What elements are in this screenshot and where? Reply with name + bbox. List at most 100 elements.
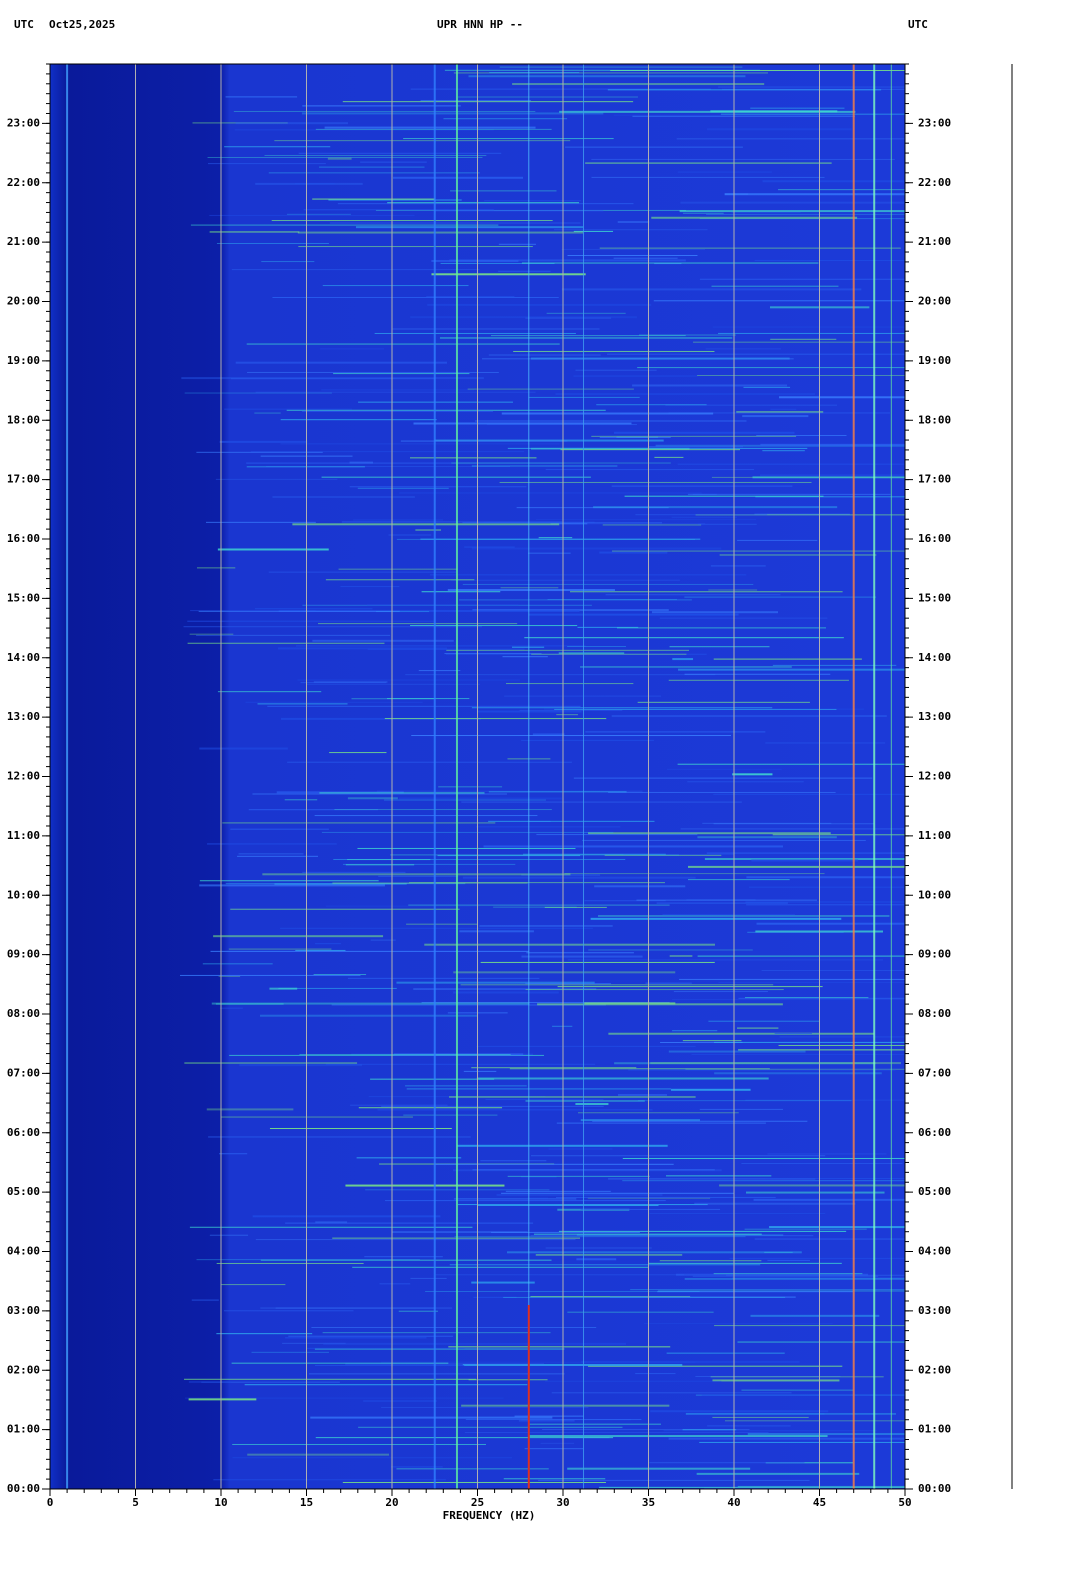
spectrogram-streak — [453, 991, 559, 994]
spectrogram-streak — [278, 987, 397, 989]
spectrogram-streak — [741, 1389, 854, 1391]
spectrogram-streak — [599, 247, 901, 249]
y-tick-label: 05:00 — [918, 1185, 951, 1198]
spectrogram-streak — [692, 1275, 879, 1277]
spectrogram-streak — [535, 519, 757, 521]
spectrogram-streak — [524, 637, 844, 639]
spectrogram-streak — [699, 1441, 905, 1443]
spectrogram-streak — [742, 415, 809, 418]
spectrogram-streak — [332, 882, 528, 884]
x-tick-label: 35 — [642, 1496, 655, 1509]
spectrogram-streak — [351, 698, 435, 700]
spectrogram-streak — [519, 709, 623, 711]
spectrogram-streak — [471, 707, 773, 709]
spectrogram-streak — [196, 634, 391, 636]
spectrogram-streak — [599, 1486, 905, 1488]
spectrogram-streak — [650, 1410, 829, 1413]
spectrogram-streak — [196, 451, 323, 453]
spectrogram-streak — [503, 1478, 606, 1480]
spectrogram-streak — [684, 673, 831, 675]
spectrogram-streak — [192, 122, 288, 124]
spectrogram-streak — [266, 465, 510, 467]
spectrogram-streak — [333, 858, 626, 860]
spectrogram-streak — [215, 1003, 284, 1005]
spectrogram-streak — [648, 446, 744, 448]
spectrogram-streak — [575, 369, 657, 371]
spectrogram-streak — [713, 1273, 863, 1275]
spectrogram-streak — [230, 828, 329, 830]
spectrogram-streak — [654, 456, 684, 458]
spectrogram-streak — [222, 822, 496, 824]
y-tick-label: 23:00 — [918, 116, 951, 129]
spectrogram-streak — [444, 69, 761, 71]
spectrogram-streak — [347, 797, 398, 800]
y-tick-label: 22:00 — [7, 176, 40, 189]
spectrogram-streak — [384, 799, 546, 801]
spectrogram-streak — [577, 1112, 739, 1114]
y-tick-label: 14:00 — [7, 651, 40, 664]
spectrogram-streak — [250, 451, 525, 453]
spectrogram-streak — [684, 596, 877, 598]
spectrogram-streak — [582, 839, 866, 841]
x-tick-label: 10 — [214, 1496, 227, 1509]
y-tick-label: 01:00 — [7, 1423, 40, 1436]
spectrogram-streak — [313, 681, 388, 683]
spectrogram-streak — [219, 440, 308, 443]
spectrogram-streak — [695, 514, 905, 516]
spectrogram-streak — [677, 763, 905, 765]
spectrogram-streak — [711, 285, 839, 287]
spectrogram-streak — [281, 717, 481, 720]
spectrogram-streak — [323, 1342, 627, 1345]
spectrogram-streak — [223, 1310, 354, 1312]
spectrogram-streak — [347, 977, 540, 979]
spectrogram-streak — [260, 1307, 453, 1309]
spectrogram-streak — [558, 1230, 847, 1232]
spectrogram-streak — [668, 1050, 806, 1053]
spectrogram-streak — [215, 478, 338, 480]
spectrogram-streak — [761, 970, 905, 972]
y-tick-label: 09:00 — [918, 948, 951, 961]
spectrogram-streak — [540, 1442, 575, 1444]
spectrogram-streak — [189, 1226, 473, 1228]
spectrogram-streak — [230, 378, 435, 380]
spectrogram-streak — [202, 963, 273, 965]
spectrogram-streak — [556, 1196, 776, 1198]
spectrogram-streak — [623, 853, 734, 855]
spectrogram-streak — [649, 1213, 826, 1215]
spectrogram-streak — [499, 66, 743, 68]
spectrogram-streak — [315, 1221, 348, 1224]
spectrogram-streak — [713, 823, 875, 825]
spectrogram-streak — [659, 1260, 762, 1262]
spectrogram-streak — [745, 1099, 905, 1101]
spectrogram-streak — [654, 263, 682, 265]
spectrogram-streak — [257, 703, 348, 705]
spectrogram-streak — [677, 463, 905, 465]
spectrogram-streak — [232, 1443, 486, 1445]
spectrogram-streak — [231, 269, 480, 271]
spectrogram-streak — [453, 1198, 577, 1200]
spectrogram-streak — [731, 212, 801, 214]
spectrogram-streak — [321, 389, 475, 391]
spectrogram-streak — [550, 523, 588, 525]
spectrogram-streak — [555, 393, 815, 395]
spectrogram-streak — [743, 386, 791, 388]
spectrogram-streak — [298, 152, 502, 154]
spectrogram-streak — [228, 948, 332, 950]
spectrogram-streak — [521, 1419, 631, 1421]
spectrogram-streak — [556, 1122, 766, 1124]
spectrogram-streak — [403, 138, 614, 140]
spectrogram-streak — [607, 89, 882, 91]
spectrogram-streak — [439, 337, 733, 339]
spectrogram-streak — [430, 574, 747, 576]
spectrogram-streak — [473, 1296, 517, 1298]
spectrogram-streak — [682, 1040, 742, 1042]
spectrogram-streak — [437, 855, 581, 857]
spectrogram-streak — [718, 86, 905, 88]
spectrogram-streak — [376, 790, 643, 792]
spectrogram-streak — [521, 739, 654, 741]
spectrogram-streak — [285, 1337, 427, 1339]
spectrogram-streak — [255, 1239, 576, 1241]
spectrogram-streak — [561, 288, 862, 291]
spectrogram-streak — [374, 332, 576, 334]
y-tick-label: 15:00 — [918, 591, 951, 604]
